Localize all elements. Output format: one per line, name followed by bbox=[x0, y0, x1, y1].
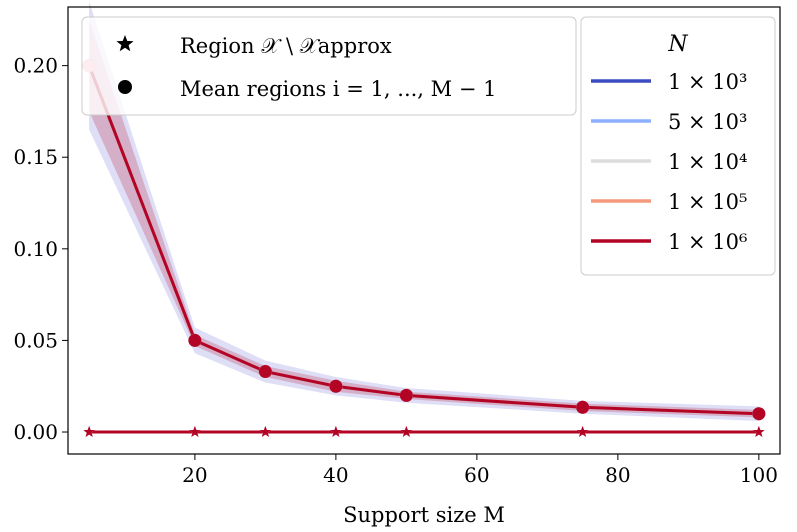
mean-point-series-4 bbox=[576, 400, 590, 414]
y-tick-label: 0.05 bbox=[13, 328, 58, 352]
x-axis-label: Support size M bbox=[343, 503, 505, 527]
x-tick-label: 80 bbox=[605, 463, 630, 487]
region-point-series-4 bbox=[576, 426, 589, 437]
mean-point-series-4 bbox=[399, 388, 413, 402]
x-tick-label: 20 bbox=[182, 463, 207, 487]
series-legend: N 1 × 10³ 5 × 10³ 1 × 10⁴ 1 × 10⁵ 1 × 10⁶ bbox=[580, 16, 776, 276]
marker-legend-label-region: Region 𝒳 \ 𝒳approx bbox=[180, 34, 392, 58]
x-axis-ticks: 20 40 60 80 100 bbox=[182, 454, 778, 487]
region-point-series-4 bbox=[753, 426, 765, 437]
x-tick-label: 40 bbox=[323, 463, 348, 487]
mean-point-series-4 bbox=[258, 365, 272, 379]
region-point-series-4 bbox=[400, 426, 413, 437]
region-point-series-4 bbox=[330, 426, 342, 437]
x-tick-label: 60 bbox=[464, 463, 489, 487]
y-axis-ticks: 0.00 0.05 0.10 0.15 0.20 bbox=[13, 54, 68, 444]
y-tick-label: 0.00 bbox=[13, 420, 58, 444]
marker-legend-box bbox=[81, 16, 577, 116]
series-legend-title: N bbox=[667, 32, 688, 57]
mean-point-series-4 bbox=[329, 379, 343, 393]
y-tick-label: 0.20 bbox=[13, 54, 58, 78]
mean-point-series-4 bbox=[752, 407, 766, 421]
marker-legend: Region 𝒳 \ 𝒳approx Mean regions i = 1, .… bbox=[81, 16, 577, 116]
region-point-series-4 bbox=[189, 426, 201, 437]
region-point-series-4 bbox=[259, 426, 272, 437]
legend-label-series-3: 1 × 10⁵ bbox=[668, 190, 747, 214]
x-tick-label: 100 bbox=[740, 463, 778, 487]
region-point-series-4 bbox=[83, 426, 95, 437]
y-tick-label: 0.15 bbox=[13, 145, 58, 169]
legend-label-series-2: 1 × 10⁴ bbox=[668, 150, 747, 174]
legend-label-series-4: 1 × 10⁶ bbox=[668, 230, 747, 254]
mean-point-series-4 bbox=[188, 333, 202, 347]
star-icon bbox=[116, 35, 134, 52]
legend-label-series-1: 5 × 10³ bbox=[668, 110, 747, 134]
circle-icon bbox=[118, 80, 132, 94]
plot-frame bbox=[67, 6, 781, 455]
y-tick-label: 0.10 bbox=[13, 237, 58, 261]
legend-label-series-0: 1 × 10³ bbox=[668, 70, 747, 94]
marker-legend-label-mean: Mean regions i = 1, ..., M − 1 bbox=[180, 77, 496, 101]
